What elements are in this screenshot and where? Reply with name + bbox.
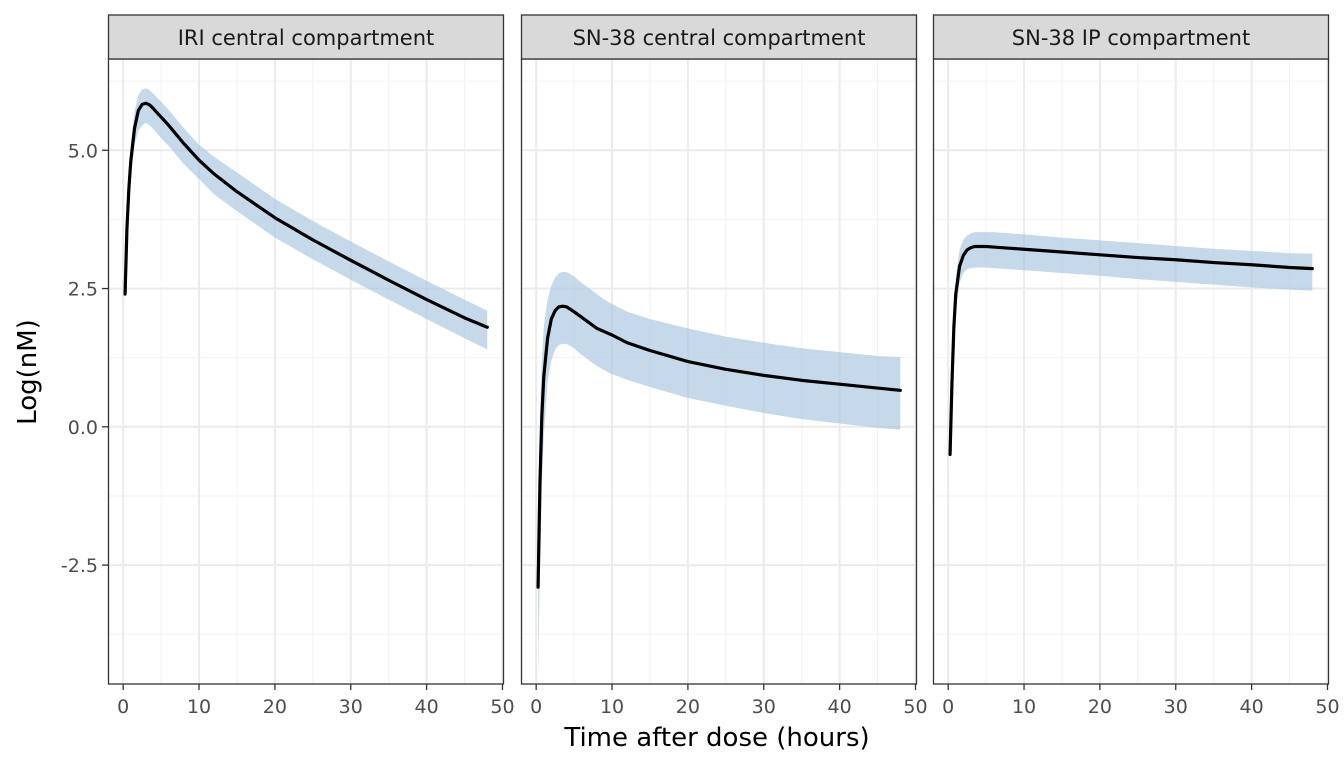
- x-tick-label: 30: [752, 696, 776, 718]
- y-tick-label: 2.5: [68, 279, 98, 301]
- facet-strip: [932, 14, 1330, 60]
- facet-title: SN-38 IP compartment: [1012, 26, 1250, 50]
- x-tick-label: 20: [263, 696, 287, 718]
- x-tick-label: 20: [676, 696, 700, 718]
- panel-3: SN-38 IP compartment 0 10 20 30 40 50: [932, 14, 1340, 718]
- series-line: [948, 244, 1314, 457]
- x-tick-label: 20: [1088, 696, 1112, 718]
- panel-background: [933, 59, 1329, 684]
- y-axis-title: Log(nM): [13, 319, 43, 425]
- facet-title: IRI central compartment: [178, 26, 435, 50]
- y-tick-label: 0.0: [68, 417, 98, 439]
- confidence-ribbon: [538, 271, 901, 676]
- x-tick-label: 50: [1315, 696, 1339, 718]
- series-line: [123, 101, 489, 329]
- x-tick-label: 10: [600, 696, 624, 718]
- confidence-ribbon: [950, 232, 1313, 472]
- x-axis-2: 0 10 20 30 40 50: [530, 684, 928, 718]
- facet-strip: [520, 14, 918, 60]
- grid-lines: [521, 59, 917, 684]
- facet-title: SN-38 central compartment: [573, 26, 866, 50]
- grid-lines: [933, 59, 1329, 684]
- facet-strip: [107, 14, 505, 60]
- x-tick-label: 0: [942, 696, 954, 718]
- x-tick-label: 40: [415, 696, 439, 718]
- y-tick-label: 5.0: [68, 140, 98, 162]
- series-line: [536, 304, 902, 589]
- y-tick-label: -2.5: [61, 555, 98, 577]
- x-axis-1: 0 10 20 30 40 50: [117, 684, 515, 718]
- x-tick-label: 0: [530, 696, 542, 718]
- x-tick-label: 40: [1240, 696, 1264, 718]
- grid-lines: [108, 59, 504, 684]
- x-tick-label: 50: [490, 696, 514, 718]
- x-tick-label: 50: [903, 696, 927, 718]
- x-tick-label: 40: [828, 696, 852, 718]
- x-axis-title: Time after dose (hours): [563, 723, 869, 753]
- panel-1: IRI central compartment 0 10 20 30 40 50: [107, 14, 515, 718]
- x-tick-label: 0: [117, 696, 129, 718]
- panel-2: SN-38 central compartment 0 10 20 30 40 50: [520, 14, 928, 718]
- x-tick-label: 30: [339, 696, 363, 718]
- x-tick-label: 30: [1164, 696, 1188, 718]
- x-tick-label: 10: [1012, 696, 1036, 718]
- y-axis: 5.0 2.5 0.0 -2.5: [61, 140, 108, 577]
- panel-background: [108, 59, 504, 684]
- x-axis-3: 0 10 20 30 40 50: [942, 684, 1340, 718]
- x-tick-label: 10: [187, 696, 211, 718]
